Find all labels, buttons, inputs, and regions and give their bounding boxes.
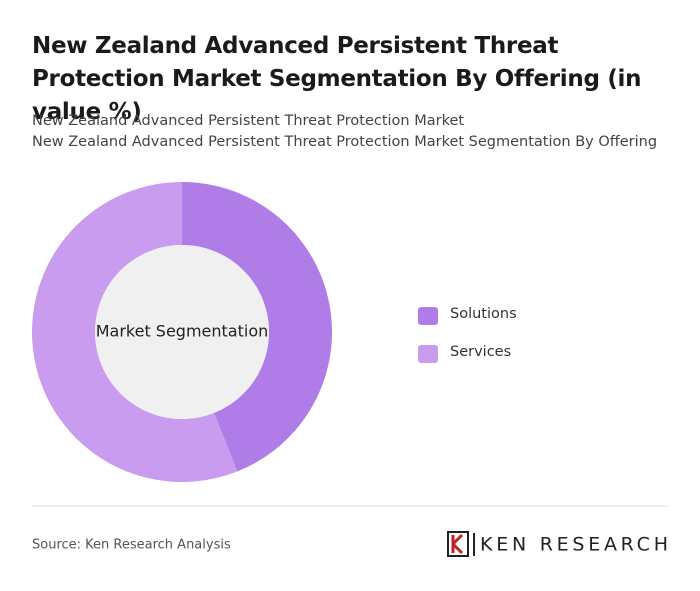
subtitle: New Zealand Advanced Persistent Threat P… bbox=[32, 134, 658, 150]
legend-swatch bbox=[418, 307, 438, 325]
logo-icon bbox=[447, 531, 475, 557]
center-label: Market Segmentation bbox=[96, 322, 269, 341]
chart-title: New Zealand Advanced Persistent Threat P… bbox=[32, 33, 642, 125]
source: Source: Ken Research Analysis bbox=[32, 538, 231, 553]
logo-text: KEN RESEARCH bbox=[480, 534, 668, 556]
slice bbox=[182, 182, 332, 472]
legend-label: Solutions bbox=[450, 306, 517, 322]
legend-label: Services bbox=[450, 344, 511, 360]
slice bbox=[32, 182, 238, 482]
legend-swatch bbox=[418, 345, 438, 363]
subtitle: New Zealand Advanced Persistent Threat P… bbox=[32, 113, 465, 129]
donut-hole bbox=[95, 245, 269, 419]
